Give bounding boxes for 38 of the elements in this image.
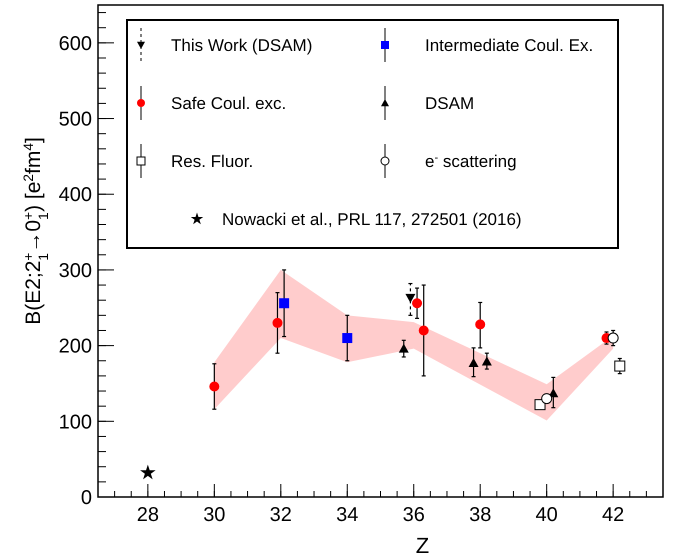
point bbox=[272, 318, 282, 328]
point bbox=[482, 356, 492, 366]
legend-label: Intermediate Coul. Ex. bbox=[425, 36, 594, 55]
x-tick-label: 40 bbox=[536, 504, 558, 526]
point bbox=[614, 360, 626, 372]
y-tick-label: 0 bbox=[80, 487, 92, 509]
x-axis-title: Z bbox=[416, 533, 430, 558]
x-tick-label: 30 bbox=[203, 504, 226, 526]
y-tick-label: 600 bbox=[58, 32, 92, 55]
x-tick-label: 38 bbox=[469, 504, 492, 526]
point bbox=[412, 298, 422, 308]
legend-label: Safe Coul. exc. bbox=[171, 94, 286, 113]
point bbox=[418, 325, 429, 336]
x-tick-label: 42 bbox=[602, 504, 624, 526]
point bbox=[279, 298, 290, 308]
legend-label: Res. Fluor. bbox=[171, 152, 254, 171]
y-tick-label: 100 bbox=[58, 411, 92, 434]
y-tick-label: 300 bbox=[58, 260, 92, 282]
point bbox=[468, 358, 479, 368]
point bbox=[342, 333, 352, 344]
x-tick-label: 36 bbox=[402, 504, 425, 526]
x-tick-label: 28 bbox=[136, 504, 159, 526]
y-tick-label: 200 bbox=[58, 336, 92, 358]
legend-label: This Work (DSAM) bbox=[171, 36, 312, 55]
point bbox=[398, 344, 409, 353]
point bbox=[140, 464, 156, 480]
point bbox=[209, 381, 220, 392]
y-tick-label: 500 bbox=[58, 108, 92, 131]
point bbox=[405, 294, 416, 303]
x-tick-label: 34 bbox=[336, 504, 358, 526]
legend-label: Nowacki et al., PRL 117, 272501 (2016) bbox=[222, 210, 522, 229]
point bbox=[541, 393, 552, 404]
legend-label: DSAM bbox=[425, 94, 474, 113]
y-tick-label: 400 bbox=[58, 184, 92, 206]
point bbox=[475, 319, 486, 330]
point bbox=[608, 332, 619, 344]
legend-label: e$^{-}$ scattering bbox=[425, 152, 517, 171]
x-tick-label: 32 bbox=[270, 504, 292, 526]
